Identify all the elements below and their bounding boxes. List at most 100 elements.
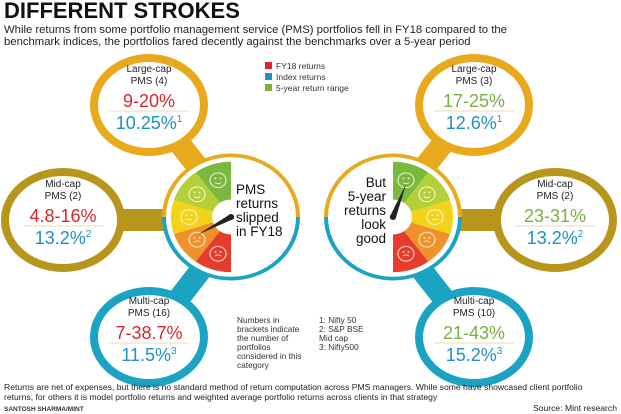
return-range: 9-20%: [123, 91, 175, 111]
gauge-caption-left: PMS returns slipped in FY18: [236, 182, 283, 239]
gauge-caption-line: in FY18: [236, 224, 283, 239]
needle: [198, 214, 233, 235]
gauge-caption-right: But 5-year returns look good: [344, 175, 387, 246]
gauge-caption-line: slipped: [236, 210, 279, 225]
index-return: 13.2%2: [527, 228, 584, 248]
index-value: 13.2%: [35, 228, 86, 248]
gauge-segment: [173, 222, 220, 262]
gauge-segment: [411, 199, 453, 235]
source: Source: Mint research: [533, 403, 617, 413]
return-range: 4.8-16%: [29, 206, 96, 226]
portfolio-count: PMS (2): [537, 191, 574, 202]
gauge-segment: [404, 222, 451, 262]
index-note: 1: Nifty 50 2: S&P BSE Mid cap 3: Nifty5…: [319, 315, 364, 352]
legend-swatch-fy18: [265, 62, 272, 69]
return-range: 7-38.7%: [115, 323, 182, 343]
needle-hub: [227, 214, 235, 220]
legend-swatch-index: [265, 73, 272, 80]
gauge-segment: [195, 161, 231, 203]
gauge-ring-bottom: [324, 216, 462, 281]
gauge-ring-top: [162, 153, 300, 218]
bracket-note: Numbers in brackets indicate the number …: [237, 315, 302, 370]
index-value: 10.25%: [116, 113, 177, 133]
gauge-caption-line: look: [361, 217, 386, 232]
face-icon: [397, 172, 415, 189]
index-value: 13.2%: [527, 228, 578, 248]
category-name: Large-cap: [451, 64, 496, 75]
gauge-right: [324, 153, 462, 281]
return-range: 23-31%: [524, 206, 586, 226]
index-footnote: 1: [177, 114, 183, 125]
category-name: Multi-cap: [454, 296, 495, 307]
index-footnote: 3: [497, 346, 503, 357]
index-footnote: 2: [578, 229, 584, 240]
note-line: portfolios: [237, 342, 271, 352]
note-line: Numbers in: [237, 315, 280, 325]
gauge-segment: [173, 172, 220, 212]
note-line: 1: Nifty 50: [319, 315, 357, 325]
gauge-caption-line: 5-year: [348, 189, 387, 204]
gauge-left: [162, 153, 300, 281]
gauge-caption-line: good: [356, 231, 386, 246]
face-icon: [397, 245, 415, 262]
index-return: 13.2%2: [35, 228, 92, 248]
index-return: 15.2%3: [446, 345, 503, 365]
subtitle-line-2: benchmark indices, the portfolios fared …: [4, 36, 471, 48]
face-icon: [188, 231, 206, 248]
index-return: 10.25%1: [116, 113, 183, 133]
note-line: the number of: [237, 333, 289, 343]
category-name: Multi-cap: [129, 296, 170, 307]
index-value: 11.5%: [121, 345, 171, 365]
note-line: 3: Nifty500: [319, 342, 359, 352]
note-line: brackets indicate: [237, 324, 300, 334]
note-line: Mid cap: [319, 333, 348, 343]
index-return: 11.5%3: [121, 345, 177, 365]
ring: [90, 287, 208, 387]
category-name: Mid-cap: [45, 179, 81, 190]
portfolio-count: PMS (16): [128, 308, 170, 319]
gauge-caption-line: But: [366, 175, 387, 190]
return-range: 21-43%: [443, 323, 505, 343]
page-title: DIFFERENT STROKES: [4, 0, 240, 23]
needle-hub: [389, 214, 397, 220]
ring: [415, 287, 533, 387]
index-value: 12.6%: [446, 113, 497, 133]
category-name: Large-cap: [126, 64, 171, 75]
gauge-ring-bottom: [162, 216, 300, 281]
index-footnote: 3: [171, 346, 177, 357]
face-icon: [209, 245, 227, 262]
gauge-caption-line: returns: [236, 196, 278, 211]
gauge-segment: [171, 199, 213, 235]
gauge-ring-top: [324, 153, 462, 218]
index-footnote: 1: [497, 114, 503, 125]
face-icon: [418, 186, 436, 203]
portfolio-count: PMS (10): [453, 308, 495, 319]
category-name: Mid-cap: [537, 179, 573, 190]
index-return: 12.6%1: [446, 113, 503, 133]
ring: [90, 54, 208, 156]
needle: [390, 184, 406, 218]
face-icon: [209, 172, 227, 189]
face-icon: [180, 209, 198, 225]
portfolio-count: PMS (2): [45, 191, 82, 202]
legend: FY18 returns Index returns 5-year return…: [265, 61, 349, 93]
note-line: considered in this: [237, 351, 302, 361]
face-icon: [418, 231, 436, 248]
return-range: 17-25%: [443, 91, 505, 111]
legend-label: 5-year return range: [276, 83, 349, 93]
legend-label: Index returns: [276, 72, 326, 82]
gauge-segment: [404, 172, 451, 212]
ring: [1, 168, 125, 272]
index-value: 15.2%: [446, 345, 497, 365]
gauge-segment: [393, 231, 429, 273]
ring: [493, 168, 617, 272]
portfolio-count: PMS (3): [456, 76, 493, 87]
face-icon: [426, 209, 444, 225]
